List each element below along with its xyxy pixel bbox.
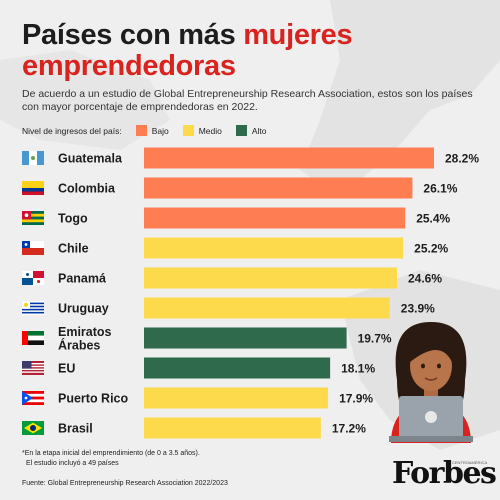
- legend-text-bajo: Bajo: [151, 125, 169, 136]
- brazil-flag-icon: [22, 421, 44, 435]
- chart-title: Países con más mujeres emprendedoras: [22, 19, 353, 82]
- bar-uruguay: [144, 297, 390, 319]
- category-label-colombia: Colombia: [58, 182, 116, 196]
- togo-flag-icon: [22, 211, 44, 225]
- bar-colombia: [144, 177, 413, 199]
- bar-togo: [144, 207, 406, 229]
- legend-item-alto: Alto: [235, 125, 267, 136]
- legend-text-medio: Medio: [198, 125, 222, 136]
- forbes-logo-sub: CENTROAMÉRICA: [452, 460, 488, 465]
- category-label-brasil: Brasil: [58, 422, 93, 436]
- legend-swatch-medio: [182, 125, 194, 136]
- category-label-panama: Panamá: [58, 272, 106, 286]
- bar-emiratos-arabes: [144, 327, 347, 349]
- legend-label: Nivel de ingresos del país:: [22, 125, 122, 136]
- value-label-puerto-rico: 17.9%: [339, 392, 373, 406]
- bar-eu: [144, 357, 331, 379]
- legend-swatch-alto: [235, 125, 247, 136]
- value-label-emiratos-arabes: 19.7%: [358, 332, 392, 346]
- title-accent: mujeres: [243, 19, 353, 51]
- value-label-togo: 25.4%: [416, 212, 450, 226]
- legend-item-bajo: Bajo: [135, 125, 169, 136]
- category-label-emiratos-arabes: Emiratos Árabes: [58, 325, 112, 353]
- value-label-panama: 24.6%: [408, 272, 442, 286]
- panama-flag-icon: [22, 271, 44, 285]
- uae-flag-icon: [22, 331, 44, 345]
- footnote-line1: *En la etapa inicial del emprendimiento …: [22, 450, 200, 457]
- colombia-flag-icon: [22, 181, 44, 195]
- forbes-logo: Forbes: [392, 456, 497, 491]
- legend-text-alto: Alto: [251, 125, 267, 136]
- category-label-chile: Chile: [58, 242, 89, 256]
- category-label-puerto-rico: Puerto Rico: [58, 392, 129, 406]
- bar-guatemala: [144, 147, 434, 169]
- category-label-togo: Togo: [58, 212, 88, 226]
- category-label-guatemala: Guatemala: [58, 152, 123, 166]
- bar-brasil: [144, 417, 321, 439]
- puerto-rico-flag-icon: [22, 391, 44, 405]
- uruguay-flag-icon: [22, 301, 44, 315]
- value-label-brasil: 17.2%: [332, 422, 366, 436]
- chile-flag-icon: [22, 241, 44, 255]
- chart-subtitle: De acuerdo a un estudio de Global Entrep…: [22, 88, 473, 113]
- footnote: *En la etapa inicial del emprendimiento …: [22, 449, 272, 469]
- category-label-eu: EU: [58, 362, 75, 376]
- bar-chile: [144, 237, 404, 259]
- value-label-guatemala: 28.2%: [445, 152, 479, 166]
- title-plain: Países con más: [22, 19, 244, 51]
- legend-swatch-bajo: [135, 125, 147, 136]
- bar-panama: [144, 267, 397, 289]
- woman-laptop-illustration: [389, 322, 473, 443]
- value-label-uruguay: 23.9%: [401, 302, 435, 316]
- value-label-eu: 18.1%: [341, 362, 375, 376]
- category-label-uruguay: Uruguay: [58, 302, 109, 316]
- source-note: Fuente: Global Entrepreneurship Research…: [22, 480, 228, 487]
- legend: Nivel de ingresos del país: Bajo Medio A…: [22, 125, 267, 136]
- usa-flag-icon: [22, 361, 44, 375]
- bar-puerto-rico: [144, 387, 329, 409]
- value-label-chile: 25.2%: [414, 242, 448, 256]
- legend-item-medio: Medio: [182, 125, 222, 136]
- footnote-line2: El estudio incluyó a 49 países: [26, 460, 119, 467]
- value-label-colombia: 26.1%: [423, 182, 457, 196]
- title-line2: emprendedoras: [22, 50, 236, 82]
- guatemala-flag-icon: [22, 151, 44, 165]
